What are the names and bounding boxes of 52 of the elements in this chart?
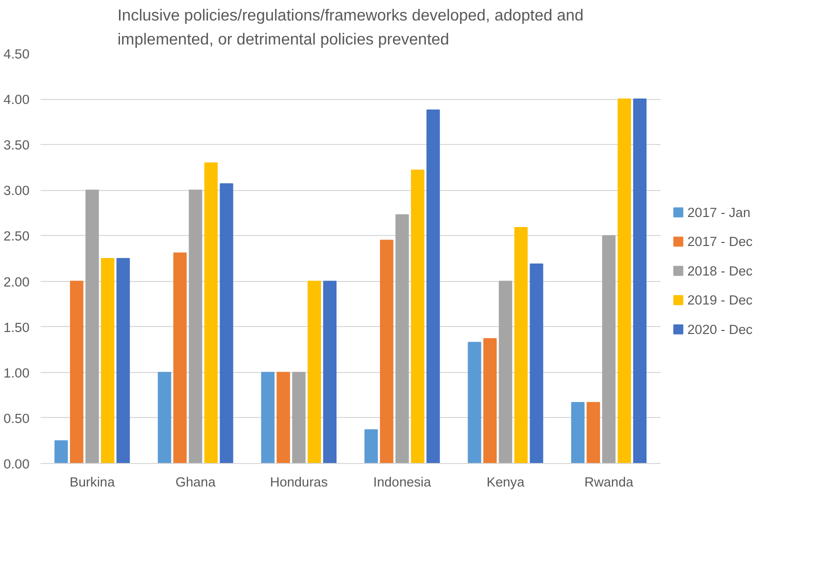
- bar: [100, 258, 114, 464]
- bar: [220, 183, 234, 464]
- bar: [292, 372, 306, 464]
- bar: [426, 109, 440, 464]
- bar: [173, 252, 187, 464]
- x-tick-label: Ghana: [175, 474, 216, 490]
- legend-label: 2020 - Dec: [687, 322, 753, 337]
- legend-label: 2017 - Jan: [687, 204, 750, 220]
- bar: [395, 214, 409, 464]
- bar: [188, 190, 202, 464]
- legend-label: 2018 - Dec: [687, 263, 753, 278]
- bar: [323, 280, 337, 464]
- y-tick-label: 0.50: [4, 410, 30, 426]
- bar: [530, 263, 544, 464]
- y-tick-label: 3.50: [4, 138, 30, 153]
- x-tick-label: Honduras: [270, 474, 328, 490]
- bar: [514, 227, 528, 464]
- chart-title: Inclusive policies/regulations/frameworks developed, adopted and implemented, or detrimental policies prevented: [117, 8, 584, 48]
- x-tick-label: Burkina: [70, 474, 116, 490]
- bar: [261, 372, 275, 464]
- bar: [468, 342, 482, 464]
- bar: [571, 402, 585, 464]
- bar: [85, 190, 99, 464]
- bar: [158, 372, 172, 464]
- bar: [116, 258, 130, 464]
- y-tick-label: 2.00: [4, 274, 30, 290]
- legend-label: 2019 - Dec: [687, 292, 753, 308]
- y-tick-label: 0.00: [4, 456, 30, 472]
- bar: [380, 240, 394, 464]
- bar: [204, 162, 218, 464]
- bar: [410, 170, 424, 464]
- x-tick-label: Rwanda: [584, 474, 634, 490]
- bar: [586, 402, 600, 464]
- y-tick-label: 1.50: [4, 320, 30, 335]
- y-tick-label: 4.50: [4, 46, 30, 62]
- bar: [276, 372, 290, 464]
- x-tick-label: Indonesia: [373, 474, 432, 490]
- bar: [483, 338, 497, 464]
- bar: [54, 440, 68, 464]
- y-tick-label: 4.00: [4, 92, 30, 108]
- y-tick-label: 1.00: [4, 365, 30, 380]
- bar: [602, 235, 616, 464]
- y-tick-label: 2.50: [4, 228, 30, 244]
- bar: [308, 280, 322, 464]
- y-tick-label: 3.00: [4, 183, 30, 198]
- bar: [618, 98, 632, 464]
- bar: [70, 280, 84, 464]
- legend-label: 2017 - Dec: [687, 234, 753, 250]
- bar: [498, 280, 512, 464]
- bar: [364, 429, 378, 464]
- bar: [633, 98, 647, 464]
- x-tick-label: Kenya: [486, 474, 525, 490]
